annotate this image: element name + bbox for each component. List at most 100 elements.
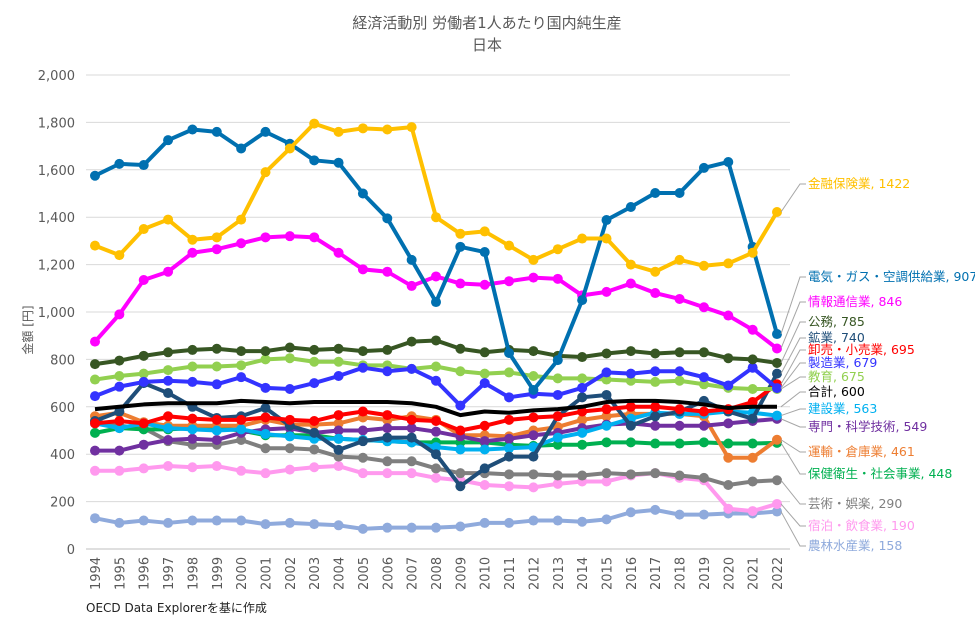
x-tick-label: 2017 bbox=[649, 557, 664, 590]
data-point bbox=[601, 215, 612, 226]
data-point bbox=[236, 414, 247, 425]
series-情報通信業 bbox=[90, 231, 782, 354]
series-label: 卸売・小売業, 695 bbox=[808, 342, 915, 357]
data-point bbox=[455, 343, 466, 354]
data-point bbox=[504, 451, 515, 462]
data-point bbox=[138, 368, 149, 379]
data-point bbox=[211, 244, 222, 255]
data-point bbox=[528, 384, 539, 395]
data-point bbox=[187, 462, 198, 473]
data-point bbox=[382, 456, 393, 467]
data-point bbox=[479, 347, 490, 358]
data-point bbox=[114, 517, 125, 528]
data-point bbox=[577, 439, 588, 450]
data-point bbox=[674, 438, 685, 449]
data-point bbox=[431, 463, 441, 474]
data-point bbox=[601, 404, 612, 415]
x-tick-label: 1997 bbox=[162, 557, 177, 590]
data-point bbox=[406, 254, 417, 265]
data-point bbox=[601, 374, 612, 385]
data-point bbox=[625, 346, 636, 357]
y-tick-label: 800 bbox=[50, 353, 75, 368]
data-point bbox=[650, 504, 661, 515]
y-tick-label: 1,800 bbox=[38, 116, 75, 131]
data-point bbox=[698, 372, 709, 383]
data-point bbox=[479, 279, 490, 290]
leader-line bbox=[780, 439, 806, 453]
data-point bbox=[187, 515, 198, 526]
data-point bbox=[577, 427, 588, 438]
leader-line bbox=[780, 418, 806, 428]
data-point bbox=[650, 348, 661, 359]
x-tick-label: 2002 bbox=[284, 557, 299, 590]
data-point bbox=[90, 391, 100, 402]
data-point bbox=[163, 461, 174, 472]
data-point bbox=[455, 444, 466, 455]
data-point bbox=[674, 366, 685, 377]
data-point bbox=[650, 376, 661, 387]
data-point bbox=[236, 424, 247, 435]
data-point bbox=[479, 368, 490, 379]
data-point bbox=[504, 414, 515, 425]
data-point bbox=[455, 366, 466, 377]
data-point bbox=[431, 416, 441, 427]
series-電気・ガス・空調供給業 bbox=[90, 124, 782, 395]
data-point bbox=[625, 469, 636, 480]
data-point bbox=[455, 228, 466, 239]
data-point bbox=[406, 468, 417, 479]
data-point bbox=[747, 354, 758, 365]
y-tick-label: 600 bbox=[50, 401, 75, 416]
data-point bbox=[601, 437, 612, 448]
data-point bbox=[211, 343, 222, 354]
leader-line bbox=[780, 276, 806, 335]
data-point bbox=[747, 247, 758, 258]
y-axis-label: 金額 [円] bbox=[20, 305, 35, 354]
data-point bbox=[772, 383, 782, 394]
data-point bbox=[163, 423, 174, 434]
data-point bbox=[357, 406, 368, 417]
data-point bbox=[114, 355, 125, 366]
data-point bbox=[260, 468, 271, 479]
data-point bbox=[577, 382, 588, 393]
x-tick-label: 1994 bbox=[89, 557, 104, 590]
x-tick-label: 2001 bbox=[260, 557, 275, 590]
series-卸売・小売業 bbox=[90, 379, 782, 436]
x-tick-label: 2006 bbox=[381, 557, 396, 590]
data-point bbox=[236, 360, 247, 371]
leader-line bbox=[780, 362, 806, 389]
data-point bbox=[406, 336, 417, 347]
data-point bbox=[601, 367, 612, 378]
data-point bbox=[333, 126, 344, 137]
x-tick-label: 2011 bbox=[503, 557, 518, 590]
data-point bbox=[138, 224, 149, 235]
data-point bbox=[284, 384, 295, 395]
data-point bbox=[236, 515, 247, 526]
data-point bbox=[601, 286, 612, 297]
data-point bbox=[650, 420, 661, 431]
data-point bbox=[114, 158, 125, 169]
data-point bbox=[284, 464, 295, 475]
data-point bbox=[625, 368, 636, 379]
data-point bbox=[772, 475, 782, 486]
data-point bbox=[260, 232, 271, 243]
data-point bbox=[333, 157, 344, 168]
leader-line bbox=[780, 321, 806, 364]
data-point bbox=[577, 516, 588, 527]
data-point bbox=[674, 293, 685, 304]
x-tick-label: 2005 bbox=[357, 557, 372, 590]
data-point bbox=[772, 357, 782, 368]
data-point bbox=[284, 353, 295, 364]
data-point bbox=[236, 238, 247, 249]
data-point bbox=[455, 468, 466, 479]
data-point bbox=[187, 413, 198, 424]
data-point bbox=[772, 206, 782, 217]
x-tick-label: 2015 bbox=[601, 557, 616, 590]
data-point bbox=[504, 433, 515, 444]
data-point bbox=[528, 370, 539, 381]
series-label: 電気・ガス・空調供給業, 907 bbox=[808, 269, 975, 284]
data-point bbox=[552, 244, 563, 255]
data-point bbox=[625, 202, 636, 213]
data-point bbox=[382, 213, 393, 224]
data-point bbox=[138, 515, 149, 526]
data-point bbox=[309, 344, 320, 355]
